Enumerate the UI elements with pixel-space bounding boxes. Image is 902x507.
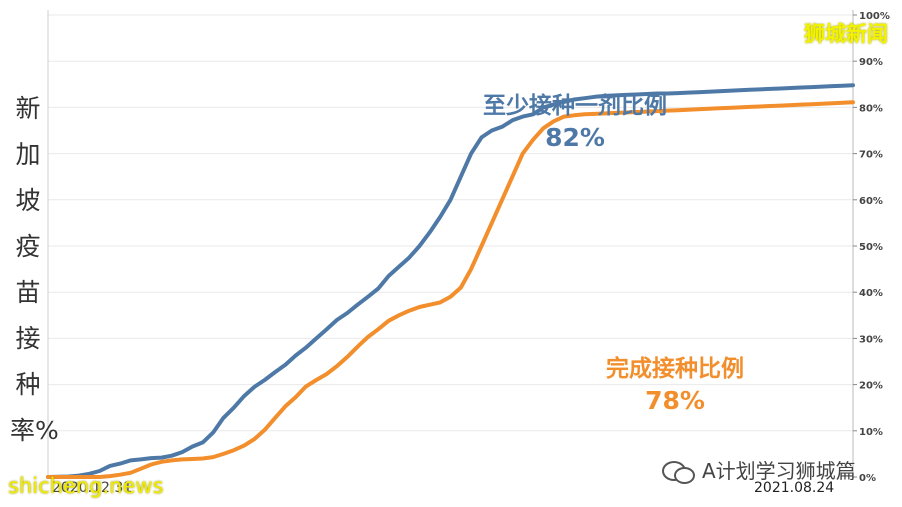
y-tick-label: 10% — [859, 427, 883, 438]
x-start-label: 2020.12.31 — [52, 480, 133, 496]
watermark-text: shicheng.news — [8, 474, 164, 498]
annotation-first-dose: 至少接种一剂比例 82% — [450, 86, 700, 152]
wechat-source: A计划学习狮城篇 — [662, 455, 856, 484]
y-tick-label: 50% — [859, 242, 883, 253]
brand-logo-text: 狮城新闻 — [804, 22, 888, 46]
annotation-first-dose-value: 82% — [545, 123, 605, 152]
y-axis-label: 新加坡疫苗接种率% — [10, 94, 59, 445]
x-end-label: 2021.08.24 — [754, 480, 835, 496]
annotation-full: 完成接种比例 78% — [570, 349, 780, 415]
y-axis-ticks: 0% 10% 20% 30% 40% 50% 60% 70% 80% 90% 100% — [853, 11, 890, 484]
annotation-full-label: 完成接种比例 — [606, 356, 744, 382]
y-tick-label: 70% — [859, 150, 883, 161]
y-tick-label: 0% — [859, 473, 876, 484]
series-lines — [46, 83, 855, 479]
series-line-full — [46, 100, 855, 479]
y-tick-label: 40% — [859, 288, 883, 299]
y-tick-label: 60% — [859, 196, 883, 207]
y-tick-label: 90% — [859, 57, 883, 68]
series-line-first_dose — [46, 83, 855, 479]
y-tick-label: 20% — [859, 381, 883, 392]
wechat-icon — [662, 459, 696, 484]
y-tick-label: 100% — [859, 11, 890, 22]
annotation-full-value: 78% — [645, 386, 705, 415]
y-tick-label: 30% — [859, 334, 883, 345]
wechat-source-label: A计划学习狮城篇 — [702, 459, 856, 483]
y-tick-label: 80% — [859, 103, 883, 114]
annotation-first-dose-label: 至少接种一剂比例 — [483, 93, 667, 119]
